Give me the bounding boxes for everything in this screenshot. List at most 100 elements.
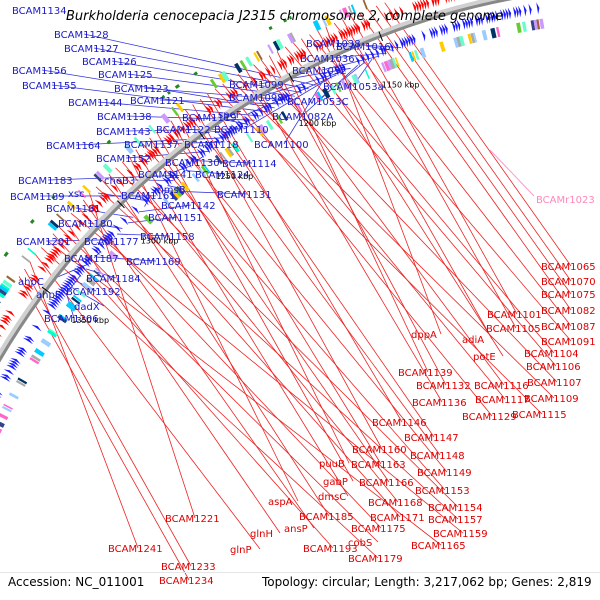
gene-arrow (49, 298, 60, 306)
gene-arrow (327, 34, 333, 46)
gene-arrow (317, 39, 324, 51)
gene-arrow (448, 0, 450, 4)
gene-arrow (461, 18, 466, 30)
gene-arrow (43, 257, 54, 265)
gene-arrow (152, 145, 161, 155)
backbone-arc (0, 0, 513, 363)
forward-gene-label: BCAM1137 (124, 140, 179, 151)
feature-block (72, 294, 82, 303)
gene-arrow (213, 136, 221, 147)
reverse-gene-label: BCAM1132 (416, 381, 471, 392)
gene-arrow (434, 0, 437, 7)
gene-arrow (250, 75, 257, 86)
label-connector (367, 8, 572, 295)
feature-block (341, 7, 350, 19)
feature-block (495, 26, 501, 38)
inner-cog-ring (0, 0, 368, 304)
gene-arrow (224, 128, 232, 139)
feature-block (335, 82, 342, 93)
gene-arrow (227, 90, 234, 101)
feature-block (220, 70, 230, 82)
feature-block (2, 279, 13, 289)
reverse-gene-label: adiA (462, 335, 484, 346)
feature-block (77, 189, 87, 199)
feature-block (56, 213, 65, 222)
reverse-gene-label: BCAM1146 (372, 418, 427, 429)
feature-block (3, 251, 9, 258)
gene-arrow (453, 0, 455, 2)
feature-block (89, 273, 99, 283)
gene-arrow (352, 23, 358, 35)
gene-arrow (398, 37, 403, 50)
gene-arrow (231, 87, 239, 98)
gene-arrow (0, 319, 10, 326)
label-connector (292, 42, 555, 354)
label-connector (325, 26, 442, 335)
gene-arrow (295, 50, 302, 61)
forward-gene-label: BCAM1124 (195, 170, 250, 181)
label-connector (163, 126, 448, 473)
gene-arrow (180, 161, 188, 172)
reverse-gene-label: glnH (250, 529, 273, 540)
feature-block (0, 284, 10, 294)
feature-block (3, 403, 13, 410)
feature-block (48, 328, 58, 336)
feature-block (93, 173, 103, 183)
reverse-gene-label: potE (473, 352, 496, 363)
feature-block (21, 255, 31, 263)
feature-block (473, 32, 478, 43)
feature-block (246, 133, 254, 143)
label-connector (95, 186, 459, 520)
reverse-gene-label: ansP (284, 524, 308, 535)
gene-arrow (47, 252, 57, 261)
label-connector (40, 247, 379, 559)
gene-arrow (48, 300, 58, 309)
gene-arrow (84, 255, 94, 264)
gene-arrow (241, 81, 248, 92)
reverse-gene-label: BCAM1171 (370, 513, 425, 524)
gene-arrow (88, 205, 98, 214)
forward-gene-label: dadX (74, 302, 100, 313)
gene-arrow (68, 273, 79, 282)
gene-arrow (55, 290, 66, 298)
feature-block (458, 35, 465, 47)
forward-gene-label: BCAM1126 (82, 57, 137, 68)
gene-arrow (80, 259, 90, 268)
reverse-gene-label: BCAM1154 (428, 503, 483, 514)
gene-arrow (281, 58, 288, 69)
tick-marks: 1150 kbp 1200 kbp 1250 kbp 1300 kbp 1350 kbp (41, 31, 419, 325)
gene-arrow (257, 106, 264, 118)
label-connector (29, 261, 139, 549)
label-connector (116, 233, 171, 237)
feature-block (351, 74, 359, 85)
gene-arrow (82, 257, 92, 266)
gene-arrow (125, 169, 135, 178)
reverse-gene-label: BCAM1087 (541, 322, 596, 333)
label-connector (333, 22, 572, 327)
feature-block (280, 111, 289, 121)
label-connector (229, 78, 555, 399)
gene-arrow (350, 24, 356, 36)
gene-arrow (49, 250, 59, 259)
gene-arrow (355, 22, 361, 34)
reverse-gene-label: BCAM1104 (524, 349, 579, 360)
forward-gene-label: BCAM1131 (217, 190, 272, 201)
backbone-line (0, 0, 513, 363)
label-connector (284, 46, 557, 367)
feature-block (391, 57, 398, 69)
gene-arrow (24, 335, 35, 343)
label-connector (127, 216, 179, 224)
label-connector (70, 286, 105, 307)
feature-block (17, 377, 28, 385)
gene-arrow (284, 90, 291, 102)
feature-block (1, 405, 12, 413)
feature-block (95, 170, 105, 181)
gene-arrow (411, 33, 416, 45)
feature-block (322, 87, 331, 99)
topology-text: Topology: circular; Length: 3,217,062 bp… (262, 575, 592, 589)
gene-arrow (45, 254, 55, 263)
gene-arrow (161, 177, 170, 187)
gene-arrow (421, 30, 426, 42)
feature-block (516, 22, 522, 34)
tick-mark (198, 130, 206, 140)
